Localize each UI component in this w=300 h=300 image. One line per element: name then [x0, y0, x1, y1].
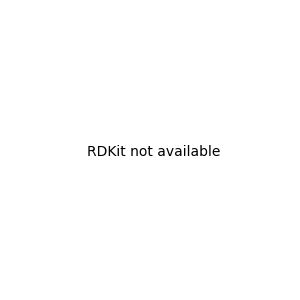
Text: RDKit not available: RDKit not available: [87, 145, 220, 158]
